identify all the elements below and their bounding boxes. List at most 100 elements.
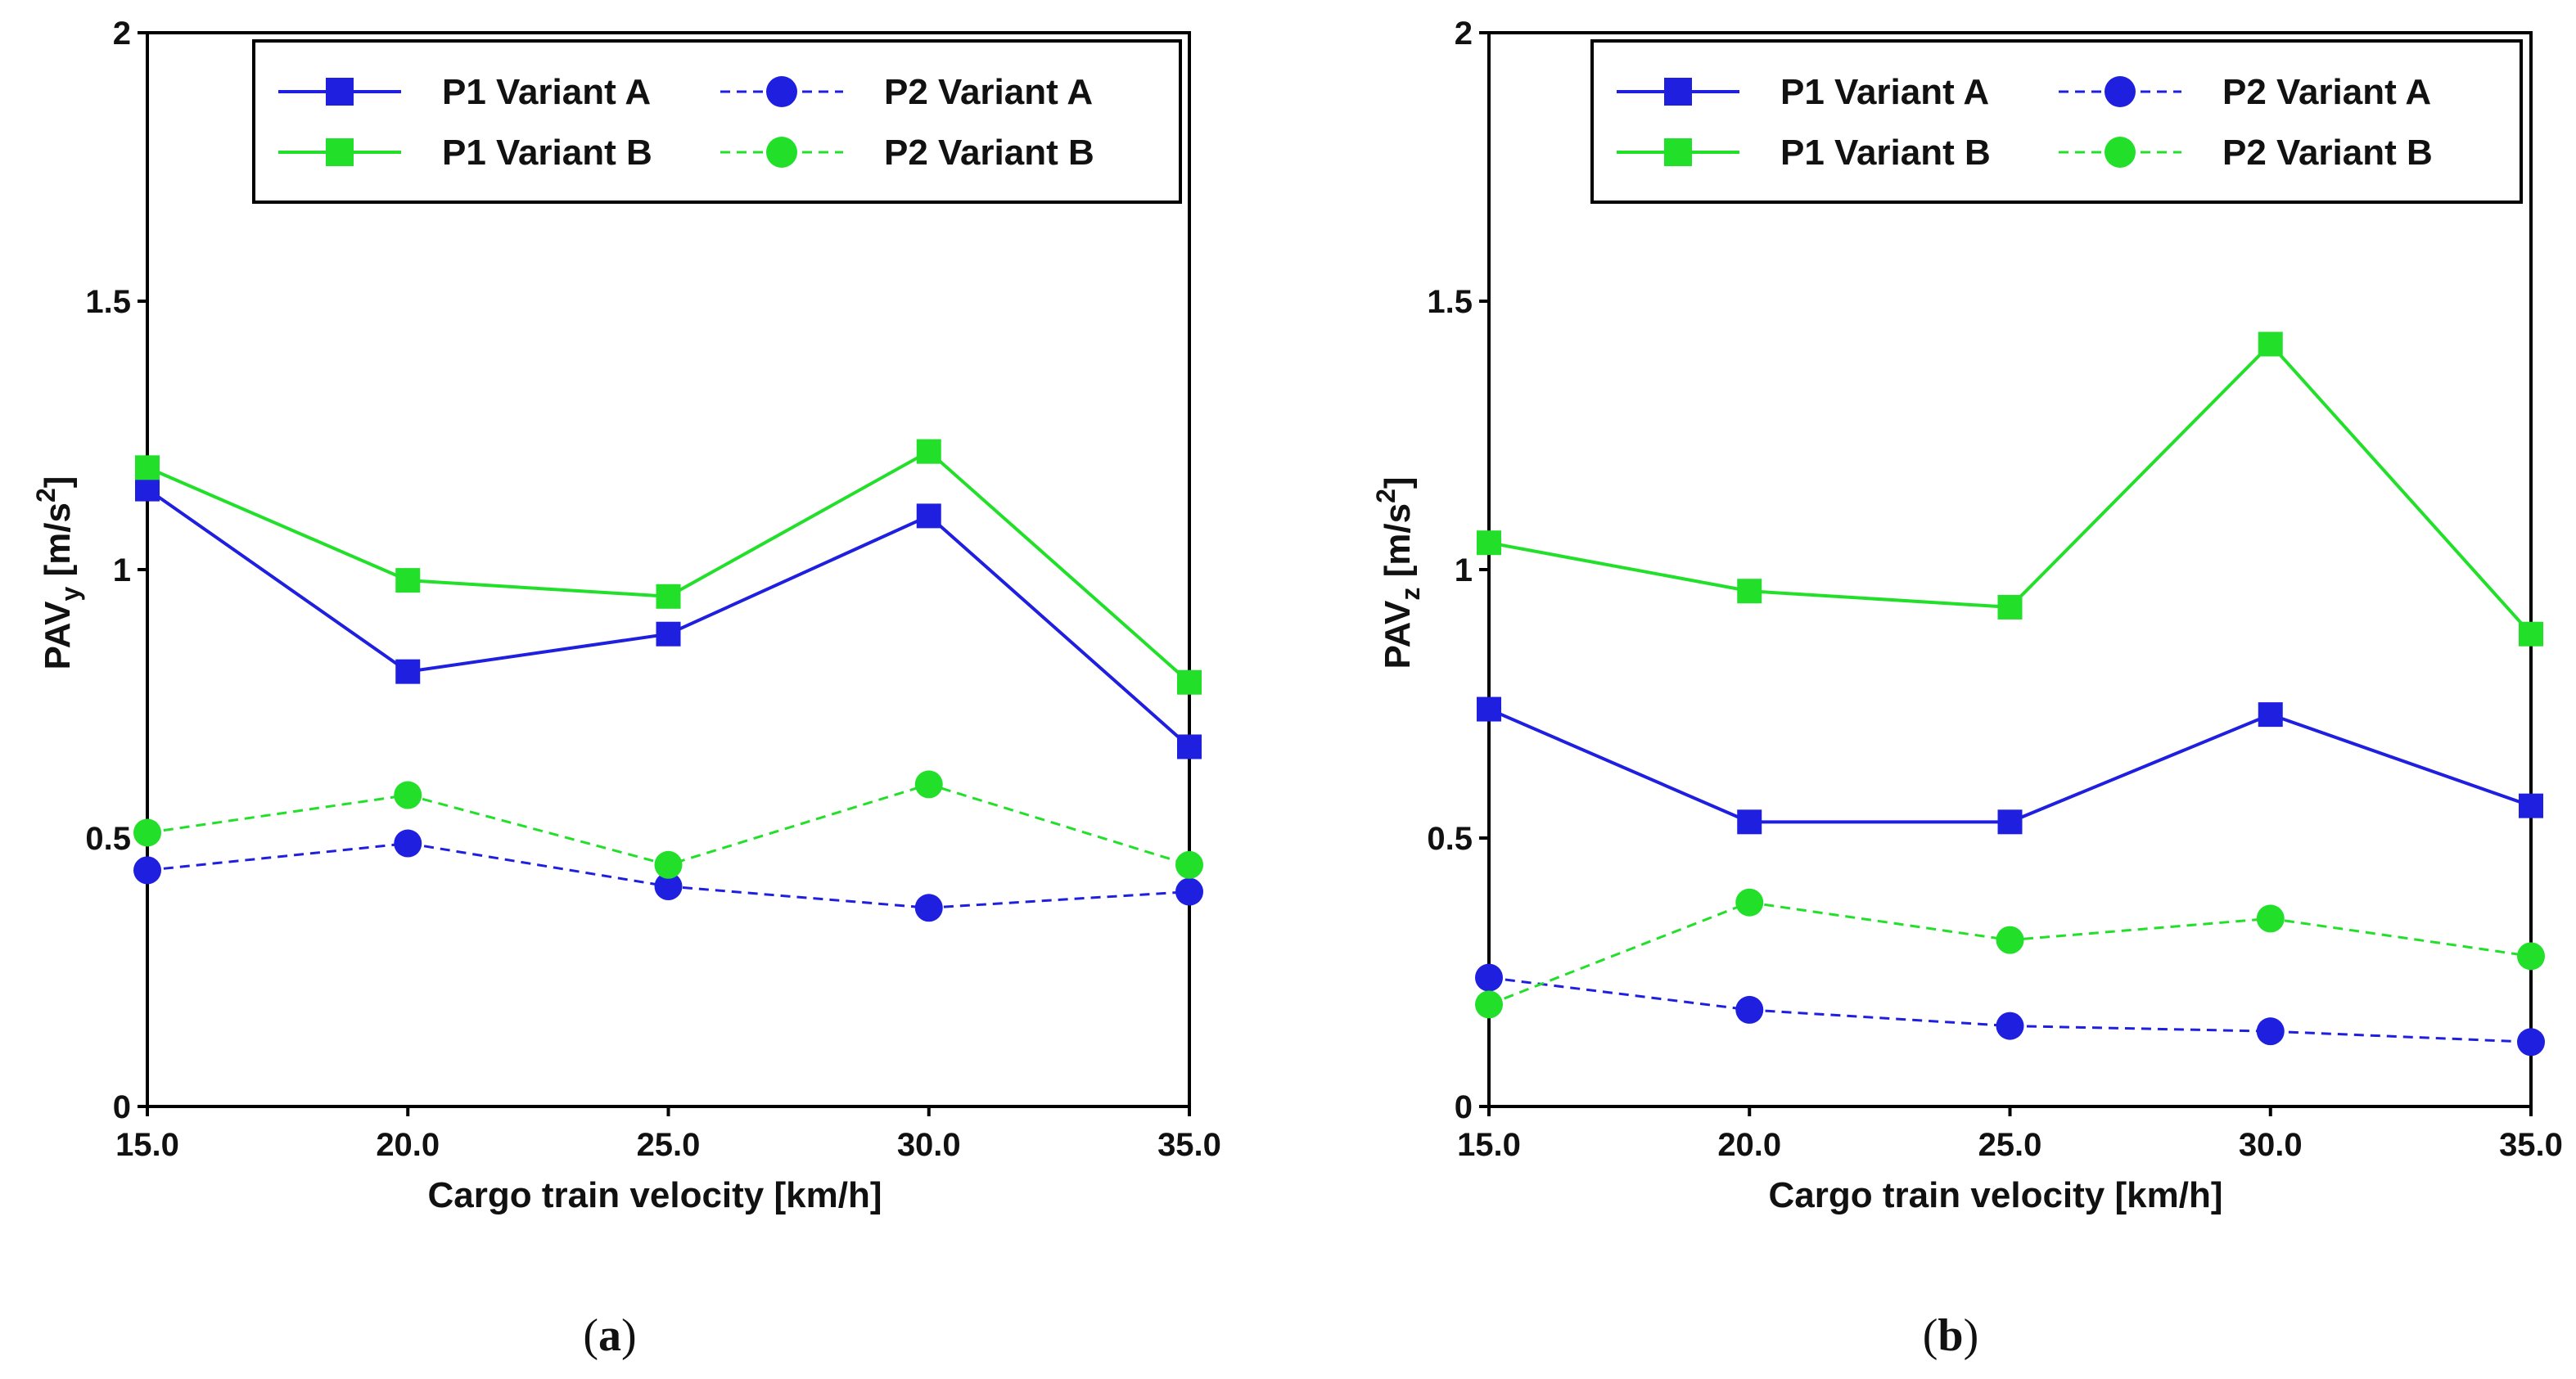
data-point <box>135 455 160 480</box>
x-tick-label: 30.0 <box>897 1127 961 1163</box>
panel-label: (a) <box>583 1310 636 1361</box>
x-axis-label: Cargo train velocity [km/h] <box>1768 1175 2222 1215</box>
series-markers <box>1475 331 2545 1057</box>
data-point <box>1997 809 2023 835</box>
chart-panel-a: 0 0.5 1 1.5 2 15.0 20.0 25.0 30.0 35.0 Cargo trai… <box>31 16 1221 1361</box>
legend-label: P1 Variant A <box>1780 72 1989 112</box>
data-point <box>395 659 421 684</box>
y-tick-label: 0 <box>113 1089 131 1125</box>
series-line <box>1488 976 2532 1043</box>
data-point <box>654 850 683 879</box>
axis-ticks: 0 0.5 1 1.5 2 15.0 20.0 25.0 30.0 35.0 <box>85 16 1221 1163</box>
data-point <box>1175 850 1203 879</box>
y-axis-label-unit: [m/s <box>38 502 78 587</box>
data-point <box>914 770 943 799</box>
data-point <box>656 584 681 609</box>
data-point <box>1996 1012 2024 1040</box>
data-point <box>1996 926 2024 954</box>
legend-entries: P1 Variant A P2 Variant A P1 Variant B P2 V… <box>278 72 1094 173</box>
legend-marker <box>2105 137 2136 168</box>
y-axis-label-unit-close: ] <box>1378 476 1418 489</box>
data-point <box>1475 990 1503 1019</box>
y-tick-label: 1 <box>1455 552 1473 588</box>
data-point <box>914 894 943 922</box>
data-point <box>654 872 683 901</box>
data-point <box>2256 1017 2285 1046</box>
y-axis-label-subscript: z <box>1396 588 1425 601</box>
data-point <box>135 476 160 502</box>
data-point <box>394 781 422 809</box>
data-point <box>133 856 161 885</box>
legend-label: P1 Variant B <box>442 133 652 173</box>
legend-marker <box>2105 76 2136 107</box>
y-axis-label-subscript: y <box>56 587 85 602</box>
legend: P1 Variant A P2 Variant A P1 Variant B P2 V… <box>1590 39 2523 204</box>
data-point <box>2519 793 2543 818</box>
data-point <box>1997 594 2023 620</box>
legend-marker <box>326 78 354 106</box>
data-point <box>916 439 941 464</box>
y-tick-label: 2 <box>1455 16 1473 52</box>
y-axis-label: PAVz [m/s2] <box>1371 476 1425 669</box>
legend-box <box>252 39 1182 204</box>
data-point <box>916 503 941 529</box>
legend-entries: P1 Variant A P2 Variant A P1 Variant B P2 V… <box>1617 72 2433 173</box>
legend-label: P1 Variant A <box>442 72 651 112</box>
legend-label: P2 Variant B <box>884 133 1094 173</box>
y-tick-label: 0.5 <box>1427 821 1473 857</box>
legend-marker <box>766 76 797 107</box>
data-point <box>1175 877 1203 906</box>
data-point <box>2517 942 2545 971</box>
legend-marker <box>1664 138 1692 166</box>
legend-label: P2 Variant A <box>884 72 1093 112</box>
legend-marker <box>1664 78 1692 106</box>
data-point <box>656 621 681 647</box>
data-point <box>133 818 161 847</box>
data-point <box>2256 904 2285 933</box>
data-point <box>1735 888 1764 917</box>
legend-marker <box>326 138 354 166</box>
legend-box <box>1590 39 2523 204</box>
legend-marker <box>766 137 797 168</box>
legend-label: P2 Variant A <box>2222 72 2431 112</box>
x-tick-label: 15.0 <box>1457 1127 1521 1163</box>
y-axis-label: PAVy [m/s2] <box>31 476 85 670</box>
x-tick-label: 25.0 <box>637 1127 701 1163</box>
y-tick-label: 1 <box>113 552 131 588</box>
data-point <box>2517 1028 2545 1057</box>
x-tick-label: 20.0 <box>376 1127 440 1163</box>
data-point <box>395 568 421 593</box>
y-tick-label: 1.5 <box>1427 284 1473 320</box>
y-axis-label-unit: [m/s <box>1378 503 1418 588</box>
legend: P1 Variant A P2 Variant A P1 Variant B P2 V… <box>252 39 1182 204</box>
data-point <box>2258 702 2283 728</box>
x-tick-label: 25.0 <box>1978 1127 2042 1163</box>
x-tick-label: 30.0 <box>2239 1127 2303 1163</box>
x-tick-label: 35.0 <box>2499 1127 2563 1163</box>
chart-panel-b: 0 0.5 1 1.5 2 15.0 20.0 25.0 30.0 35.0 Cargo trai… <box>1371 16 2563 1361</box>
y-axis-label-superscript: 2 <box>1371 489 1401 503</box>
data-point <box>1737 809 1762 835</box>
data-point <box>1177 669 1202 695</box>
data-point <box>1475 963 1503 992</box>
data-point <box>394 829 422 858</box>
y-tick-label: 0.5 <box>85 821 131 857</box>
x-axis-label: Cargo train velocity [km/h] <box>427 1175 882 1215</box>
y-tick-label: 0 <box>1455 1089 1473 1125</box>
data-point <box>1477 696 1501 722</box>
legend-label: P2 Variant B <box>2222 133 2433 173</box>
series-markers <box>133 439 1203 922</box>
x-tick-label: 15.0 <box>115 1127 179 1163</box>
x-tick-label: 35.0 <box>1157 1127 1221 1163</box>
y-axis-label-main: PAV <box>1378 600 1418 669</box>
x-tick-label: 20.0 <box>1717 1127 1781 1163</box>
series-line <box>1488 341 2533 636</box>
legend-label: P1 Variant B <box>1780 133 1991 173</box>
data-point <box>1177 734 1202 759</box>
series-line <box>146 487 1191 748</box>
y-tick-label: 2 <box>113 16 131 52</box>
series-line <box>1488 707 2532 824</box>
panel-label-letter: a <box>598 1310 621 1361</box>
panel-label-letter: b <box>1938 1310 1963 1361</box>
